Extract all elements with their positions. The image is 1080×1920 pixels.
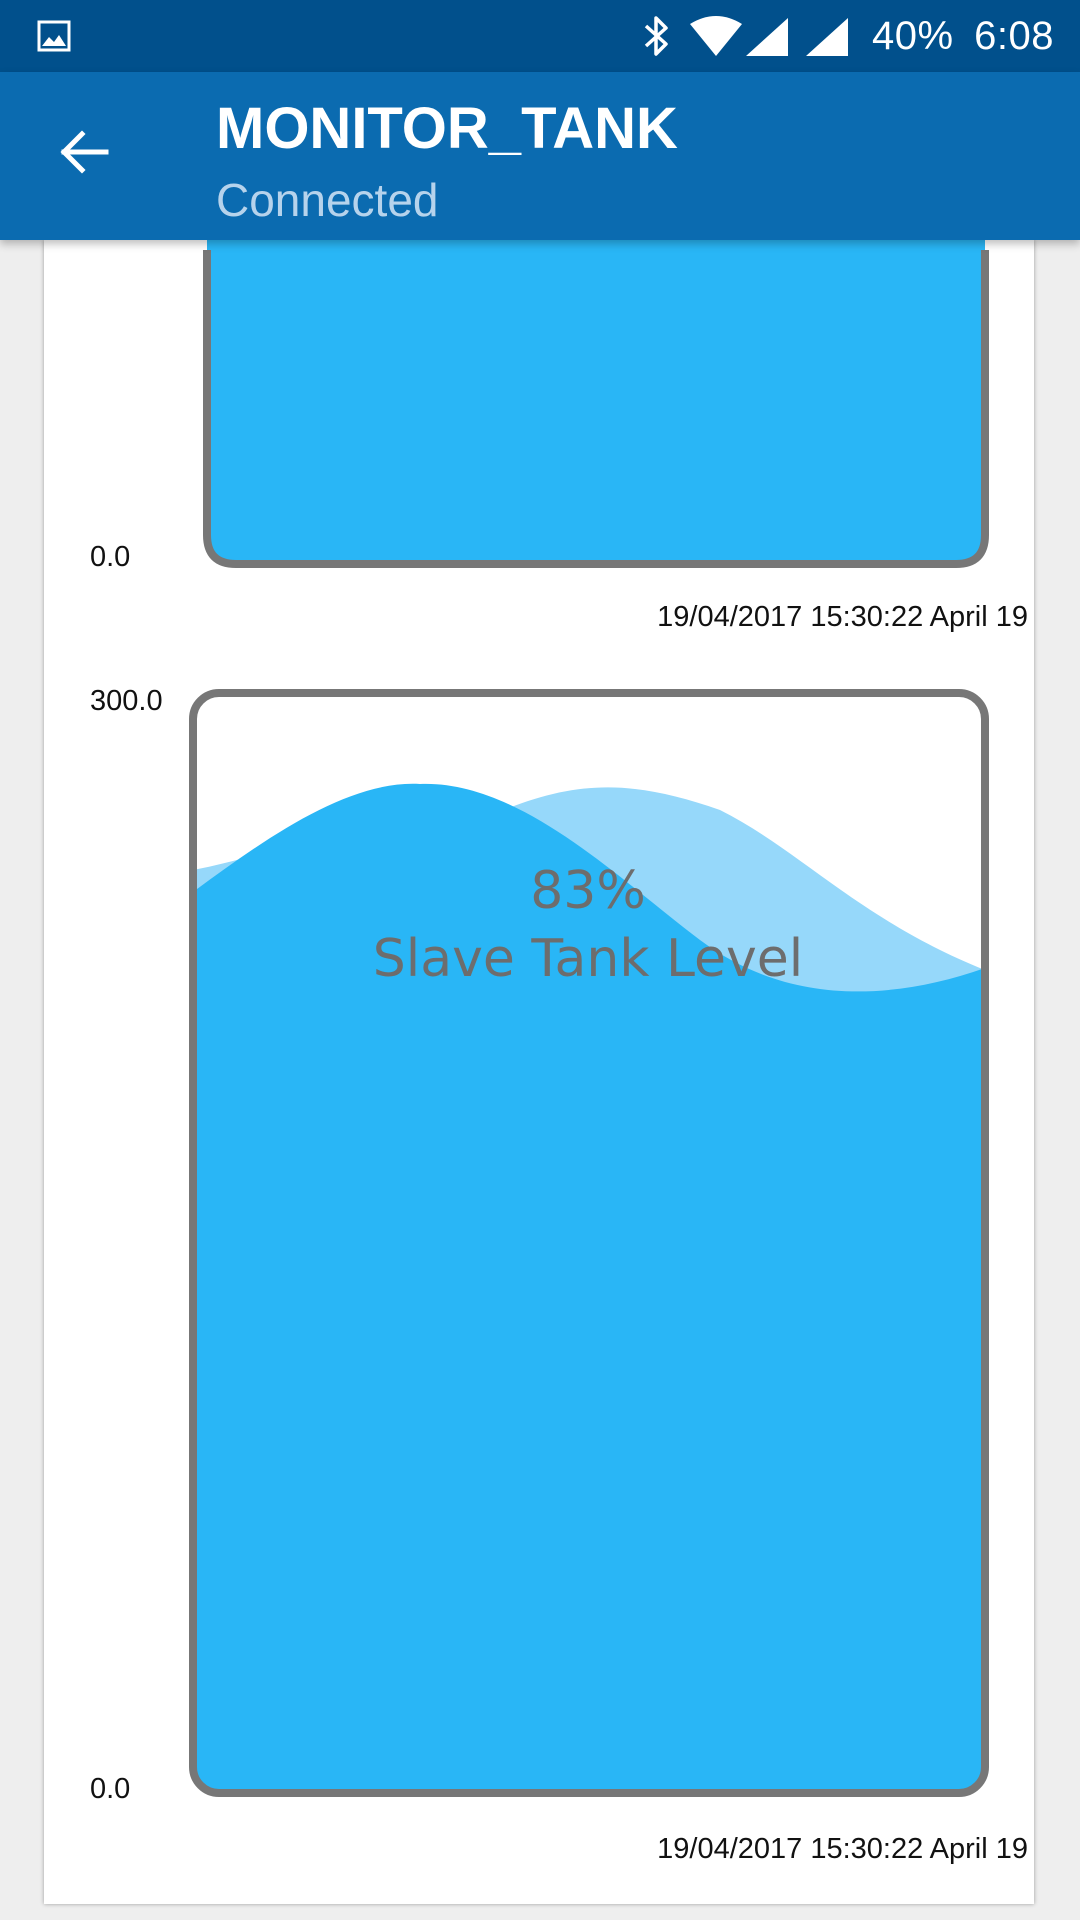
tank-2-percentage: 83% [530, 861, 646, 921]
bluetooth-icon [644, 16, 668, 56]
tank-2-axis-max: 300.0 [90, 685, 163, 717]
signal-icon [746, 18, 788, 56]
clock: 6:08 [974, 14, 1054, 58]
battery-percentage: 40% [872, 14, 954, 58]
tank-1 [203, 200, 989, 568]
status-bar: 40% 6:08 [0, 0, 1080, 72]
signal-icon [806, 18, 848, 56]
app-bar: MONITOR_TANK Connected [0, 72, 1080, 240]
tank-2-border [189, 689, 989, 1797]
arrow-left-icon[interactable] [56, 124, 112, 180]
gallery-icon [37, 20, 71, 52]
tank-1-timestamp: 19/04/2017 15:30:22 April 19 [657, 601, 1028, 633]
connection-status: Connected [216, 174, 439, 226]
tank-1-axis-min: 0.0 [90, 541, 131, 573]
tank-1-border [203, 250, 989, 568]
tank-2 [189, 689, 989, 1797]
tank-2-axis-min: 0.0 [90, 1773, 131, 1805]
tank-2-timestamp: 19/04/2017 15:30:22 April 19 [657, 1833, 1028, 1865]
wifi-icon [690, 16, 742, 56]
tank-2-front-wave [193, 783, 985, 1793]
tank-1-water [207, 200, 985, 561]
page-title: MONITOR_TANK [216, 96, 678, 161]
tank-2-label: Slave Tank Level [372, 929, 804, 989]
